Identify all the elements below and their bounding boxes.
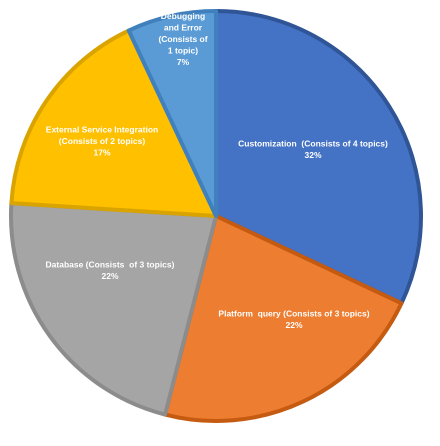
pie-labels: Customization (Consists of 4 topics) 32% P… — [46, 11, 388, 330]
pie-slices — [8, 9, 423, 423]
pie-slice-label-line: and Error — [164, 23, 203, 33]
pie-slice-label-line: Customization (Consists of 4 topics) — [238, 138, 388, 148]
pie-slice-label-line: Platform query (Consists of 3 topics) — [218, 308, 369, 318]
pie-slice-label-line: External Service Integration — [46, 125, 158, 135]
pie-slice-label-2: Platform query (Consists of 3 topics) 22% — [218, 308, 369, 330]
pie-slice-1 — [214, 9, 423, 306]
pie-slice-label-line: 32% — [304, 150, 321, 160]
pie-slice-3 — [8, 201, 218, 417]
pie-slice-label-line: (Consists of — [158, 34, 207, 44]
pie-slice-2 — [163, 214, 404, 423]
pie-slice-label-line: 22% — [285, 320, 302, 330]
pie-slice-label-line: 7% — [177, 57, 190, 67]
pie-slice-label-line: 17% — [93, 148, 110, 158]
pie-slice-label-line: 1 topic) — [168, 46, 198, 56]
pie-slice-label-line: Database (Consists of 3 topics) — [46, 259, 175, 269]
pie-slice-label-5: Debugging and Error (Consists of 1 topic) 7% — [158, 11, 207, 67]
pie-slice-label-3: Database (Consists of 3 topics) 22% — [46, 259, 175, 281]
pie-slice-label-1: Customization (Consists of 4 topics) 32% — [238, 138, 388, 160]
pie-slice-label-4: External Service Integration (Consists of… — [46, 125, 158, 158]
pie-slice-4 — [9, 28, 218, 218]
pie-slice-label-line: Debugging — [161, 11, 205, 21]
pie-slice-5 — [126, 9, 218, 218]
pie-slice-label-line: 22% — [101, 271, 118, 281]
pie-slice-label-line: (Consists of 2 topics) — [59, 136, 146, 146]
